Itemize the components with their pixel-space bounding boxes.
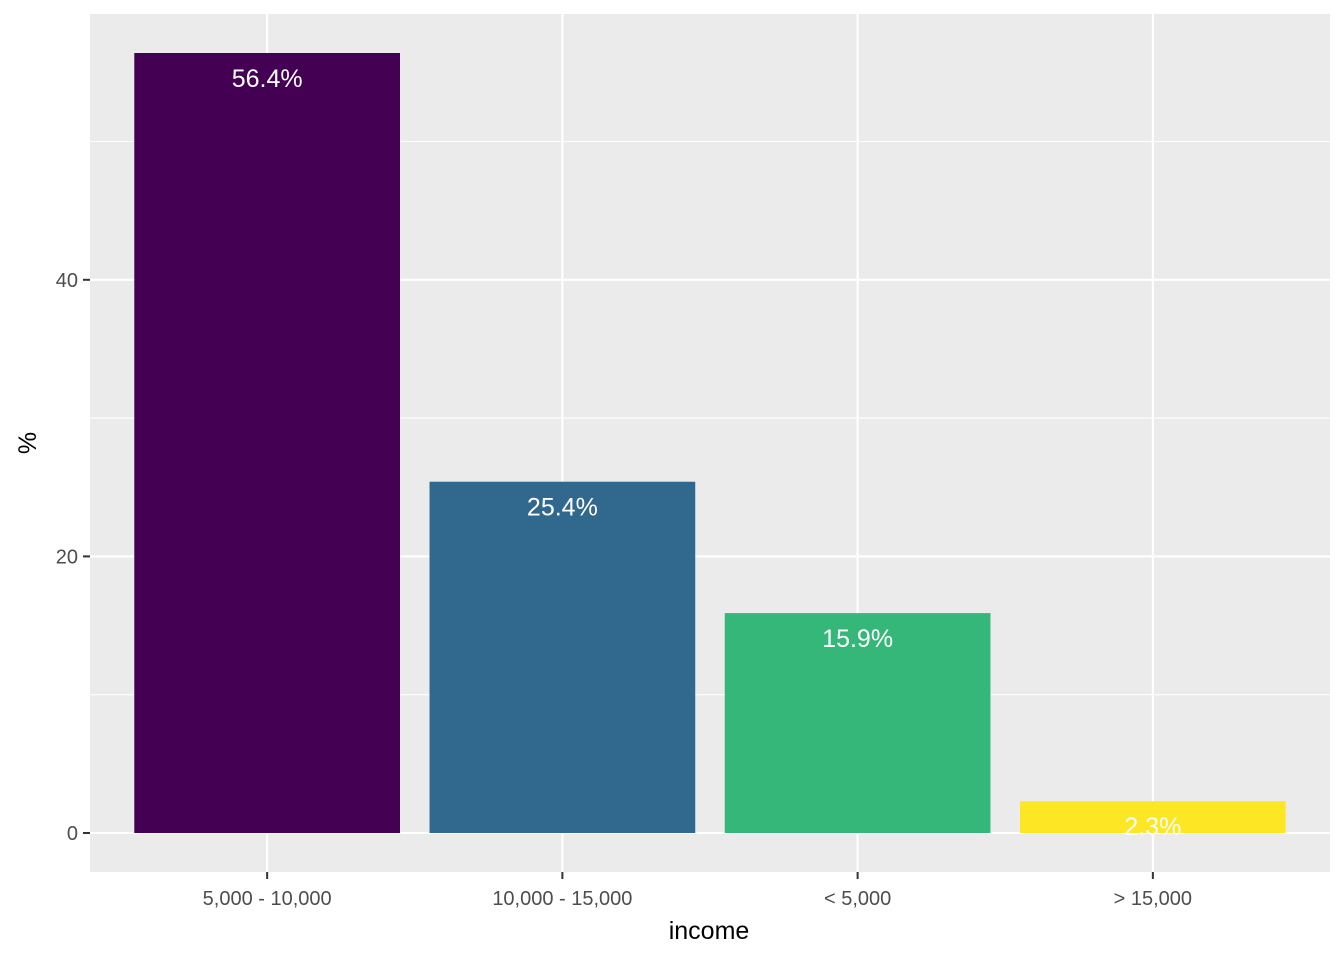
x-tick-label: 10,000 - 15,000: [492, 888, 632, 910]
bar-value-labels: 56.4% 25.4% 15.9% 2.3%: [232, 65, 1182, 841]
bar: [429, 481, 696, 833]
bar-value-label: 56.4%: [232, 65, 303, 93]
y-axis-title: %: [14, 432, 42, 454]
y-axis: 0 20 40: [56, 270, 90, 845]
y-tick-label: 20: [56, 546, 78, 568]
bar: [1020, 801, 1286, 833]
x-tick-label: > 15,000: [1114, 888, 1192, 910]
bar: [134, 53, 401, 833]
y-tick-label: 0: [67, 823, 78, 845]
bar-value-label: 2.3%: [1124, 813, 1181, 841]
bar-value-label: 15.9%: [822, 625, 893, 653]
y-tick-label: 40: [56, 270, 78, 292]
bar-value-label: 25.4%: [527, 494, 598, 522]
bar: [724, 613, 991, 833]
x-axis-title: income: [669, 917, 750, 945]
x-tick-label: < 5,000: [824, 888, 891, 910]
x-axis: 5,000 - 10,000 10,000 - 15,000 < 5,000 > 15…: [203, 872, 1192, 910]
bars: [134, 53, 1286, 833]
x-tick-label: 5,000 - 10,000: [203, 888, 332, 910]
